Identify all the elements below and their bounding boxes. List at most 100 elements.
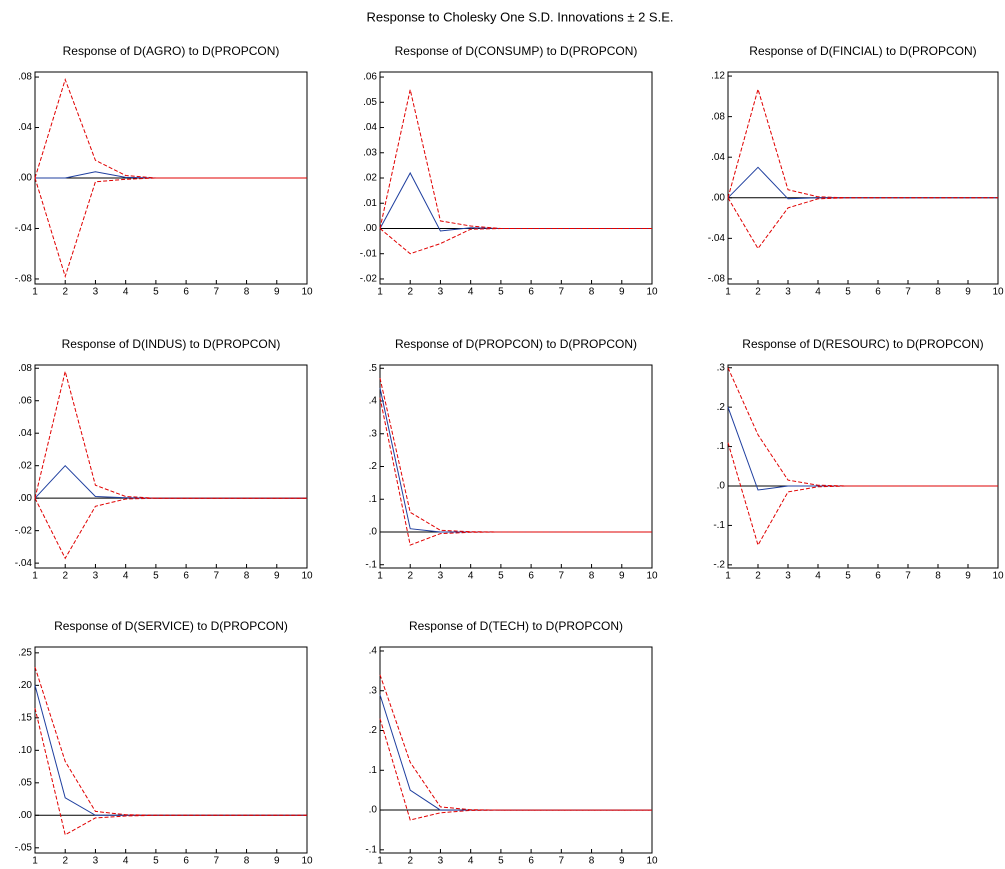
y-tick-label: -.08 [708, 274, 726, 285]
y-tick-label: .4 [369, 646, 378, 657]
y-tick-label: .03 [363, 147, 377, 158]
y-tick-label: -.04 [15, 558, 33, 569]
plot-frame [35, 647, 307, 853]
chart-title: Response of D(SERVICE) to D(PROPCON) [54, 619, 288, 633]
y-tick-label: .00 [18, 810, 32, 821]
confidence-band [728, 198, 998, 249]
x-tick-label: 7 [905, 571, 911, 582]
x-tick-label: 5 [153, 287, 159, 298]
x-tick-label: 3 [93, 571, 99, 582]
x-tick-label: 5 [498, 856, 504, 867]
x-tick-label: 3 [785, 287, 791, 298]
y-tick-label: .02 [363, 173, 377, 184]
x-tick-label: 2 [407, 287, 413, 298]
y-tick-label: -.1 [365, 844, 377, 855]
confidence-band [380, 229, 652, 254]
x-tick-label: 9 [619, 571, 625, 582]
x-tick-label: 3 [93, 856, 99, 867]
y-tick-label: .1 [369, 494, 378, 505]
x-tick-label: 3 [93, 287, 99, 298]
x-tick-label: 9 [965, 571, 971, 582]
x-tick-label: 5 [845, 571, 851, 582]
x-tick-label: 2 [407, 856, 413, 867]
y-tick-label: .0 [369, 805, 378, 816]
x-tick-label: 9 [619, 856, 625, 867]
y-tick-label: .2 [717, 402, 726, 413]
x-tick-label: 2 [62, 856, 68, 867]
y-tick-label: -.04 [708, 233, 726, 244]
response-line [35, 172, 307, 178]
y-tick-label: .04 [711, 152, 725, 163]
x-tick-label: 8 [589, 571, 595, 582]
x-tick-label: 10 [646, 856, 658, 867]
x-tick-label: 4 [468, 287, 474, 298]
y-tick-label: .2 [369, 461, 378, 472]
y-tick-label: .2 [369, 725, 378, 736]
x-tick-label: 8 [244, 571, 250, 582]
confidence-band [380, 719, 652, 820]
y-tick-label: -.08 [15, 274, 33, 285]
x-tick-label: 7 [214, 287, 220, 298]
x-tick-label: 4 [123, 856, 129, 867]
x-tick-label: 6 [875, 571, 881, 582]
plot-frame [380, 72, 652, 284]
confidence-band [35, 667, 307, 815]
confidence-band [380, 90, 652, 229]
y-tick-label: -.02 [15, 525, 33, 536]
response-line [380, 388, 652, 532]
x-tick-label: 6 [183, 287, 189, 298]
y-tick-label: .06 [18, 395, 32, 406]
y-tick-label: .06 [363, 72, 377, 83]
y-tick-label: .25 [18, 647, 32, 658]
y-tick-label: -.1 [713, 520, 725, 531]
y-tick-label: .1 [369, 765, 378, 776]
response-line [380, 173, 652, 231]
x-tick-label: 9 [965, 287, 971, 298]
y-tick-label: .3 [717, 362, 726, 373]
x-tick-label: 10 [992, 571, 1004, 582]
x-tick-label: 8 [935, 287, 941, 298]
x-tick-label: 6 [183, 856, 189, 867]
chart-title: Response of D(AGRO) to D(PROPCON) [63, 44, 280, 58]
x-tick-label: 4 [815, 571, 821, 582]
y-tick-label: -.2 [713, 559, 725, 570]
x-tick-label: 7 [905, 287, 911, 298]
y-tick-label: .12 [711, 71, 725, 82]
x-tick-label: 7 [214, 856, 220, 867]
x-tick-label: 10 [301, 287, 313, 298]
x-tick-label: 5 [153, 856, 159, 867]
x-tick-label: 6 [875, 287, 881, 298]
x-tick-label: 3 [438, 287, 444, 298]
x-tick-label: 8 [589, 856, 595, 867]
x-tick-label: 6 [528, 571, 534, 582]
x-tick-label: 2 [407, 571, 413, 582]
x-tick-label: 9 [619, 287, 625, 298]
response-line [380, 695, 652, 810]
response-line [728, 167, 998, 199]
chart-title: Response of D(TECH) to D(PROPCON) [409, 619, 623, 633]
y-tick-label: .0 [369, 527, 378, 538]
y-tick-label: .5 [369, 363, 378, 374]
confidence-band [728, 368, 998, 486]
x-tick-label: 1 [725, 287, 731, 298]
x-tick-label: 6 [528, 287, 534, 298]
x-tick-label: 9 [274, 571, 280, 582]
y-tick-label: .01 [363, 198, 377, 209]
x-tick-label: 3 [438, 571, 444, 582]
x-tick-label: 4 [123, 571, 129, 582]
x-tick-label: 7 [559, 571, 565, 582]
x-tick-label: 4 [815, 287, 821, 298]
y-tick-label: .15 [18, 712, 32, 723]
y-tick-label: .05 [18, 777, 32, 788]
chart-title: Response of D(PROPCON) to D(PROPCON) [395, 337, 637, 351]
y-tick-label: .1 [717, 441, 726, 452]
x-tick-label: 2 [62, 571, 68, 582]
y-tick-label: -.04 [15, 223, 33, 234]
x-tick-label: 7 [214, 571, 220, 582]
y-tick-label: .20 [18, 680, 32, 691]
y-tick-label: .04 [363, 122, 377, 133]
x-tick-label: 6 [183, 571, 189, 582]
y-tick-label: -.05 [15, 842, 33, 853]
x-tick-label: 1 [377, 287, 383, 298]
x-tick-label: 4 [468, 856, 474, 867]
